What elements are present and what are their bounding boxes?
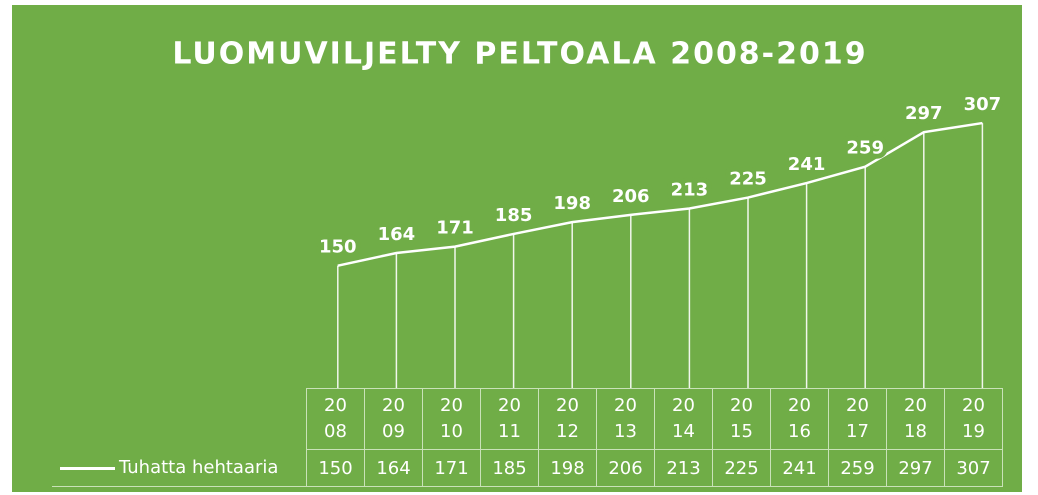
data-label: 307 <box>964 94 1002 115</box>
year-label: 2012 <box>556 395 579 442</box>
year-label: 2019 <box>962 395 985 442</box>
value-cell: 241 <box>770 449 829 487</box>
value-cell: 307 <box>944 449 1003 487</box>
value-cell: 150 <box>306 449 365 487</box>
year-cell: 2008 <box>306 388 365 450</box>
year-label: 2010 <box>440 395 463 442</box>
data-label: 225 <box>729 169 767 190</box>
value-cell: 297 <box>886 449 945 487</box>
year-cell: 2016 <box>770 388 829 450</box>
value-cell: 225 <box>712 449 771 487</box>
series-line <box>337 121 983 267</box>
value-cell: 185 <box>480 449 539 487</box>
year-cell: 2012 <box>538 388 597 450</box>
value-cell: 198 <box>538 449 597 487</box>
data-label: 185 <box>495 205 533 226</box>
chart-title: LUOMUVILJELTY PELTOALA 2008-2019 <box>172 37 867 72</box>
year-label: 2008 <box>324 395 347 442</box>
value-cell: 164 <box>364 449 423 487</box>
year-label: 2016 <box>788 395 811 442</box>
data-table: 2008 2009 2010 2011 2012 2013 2014 2015 2016 2017… <box>52 388 1003 487</box>
year-label: 2014 <box>672 395 695 442</box>
value-cell: 213 <box>654 449 713 487</box>
value-cell: 171 <box>422 449 481 487</box>
year-cell: 2010 <box>422 388 481 450</box>
data-label: 297 <box>905 103 943 124</box>
value-cell: 259 <box>828 449 887 487</box>
year-cell: 2013 <box>596 388 655 450</box>
year-cell: 2019 <box>944 388 1003 450</box>
legend-key <box>60 466 115 470</box>
year-cell: 2017 <box>828 388 887 450</box>
value-cell: 206 <box>596 449 655 487</box>
data-label: 213 <box>671 179 709 200</box>
empty-cell <box>52 389 307 450</box>
data-label: 150 <box>319 237 357 258</box>
year-label: 2017 <box>846 395 869 442</box>
data-label: 259 <box>846 138 884 159</box>
data-label: 198 <box>553 193 591 214</box>
data-label: 206 <box>612 186 650 207</box>
data-label: 241 <box>788 154 826 175</box>
year-cell: 2009 <box>364 388 423 450</box>
year-cell: 2011 <box>480 388 539 450</box>
legend-label: Tuhatta hehtaaria <box>119 457 279 479</box>
year-cell: 2018 <box>886 388 945 450</box>
year-label: 2009 <box>382 395 405 442</box>
label-layer: 150 164 171 185 198 206 213 225 241 259 297 307 <box>314 89 1006 263</box>
year-cell: 2015 <box>712 388 771 450</box>
year-label: 2011 <box>498 395 521 442</box>
line-layer <box>337 121 984 388</box>
legend-cell: Tuhatta hehtaaria <box>52 449 307 487</box>
data-label: 164 <box>378 224 416 245</box>
year-label: 2018 <box>904 395 927 442</box>
data-label: 171 <box>436 218 474 239</box>
year-cell: 2014 <box>654 388 713 450</box>
year-label: 2015 <box>730 395 753 442</box>
year-label: 2013 <box>614 395 637 442</box>
